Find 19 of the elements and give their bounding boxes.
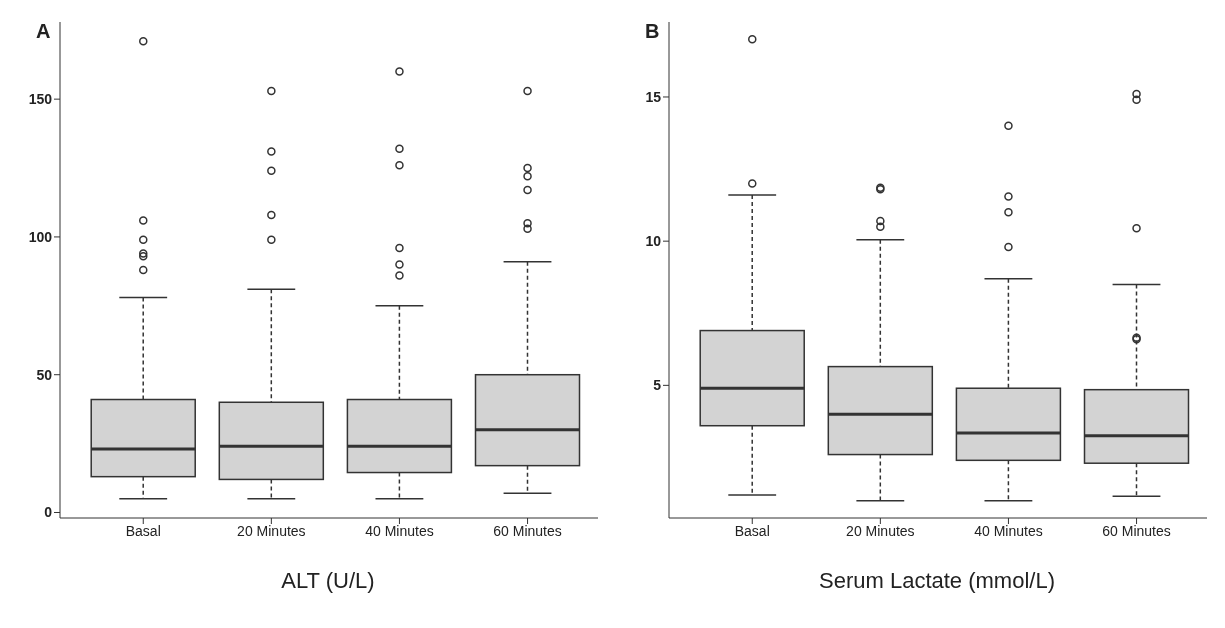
y-tick-label: 10 (645, 233, 662, 250)
y-tick-label: 0 (44, 504, 53, 521)
x-tick-label: 20 Minutes (846, 522, 915, 539)
x-tick-label: Basal (125, 522, 161, 539)
x-tick-label: 20 Minutes (237, 522, 306, 539)
y-tick-label: 5 (653, 377, 662, 394)
y-tick-label: 100 (28, 228, 53, 245)
x-axis-title: ALT (U/L) (280, 568, 376, 594)
y-tick-label: 50 (36, 366, 53, 383)
chart-title: A (36, 20, 51, 43)
x-tick-label: 60 Minutes (1102, 522, 1171, 539)
x-tick-label: 40 Minutes (974, 522, 1043, 539)
x-tick-label: 60 Minutes (493, 522, 562, 539)
y-tick-label: 15 (645, 88, 662, 105)
x-axis-title: Serum Lactate (mmol/L) (818, 568, 1056, 594)
x-tick-label: 40 Minutes (365, 522, 434, 539)
x-tick-label: Basal (734, 522, 770, 539)
y-tick-label: 150 (28, 91, 53, 108)
chart-title: B (645, 20, 660, 43)
